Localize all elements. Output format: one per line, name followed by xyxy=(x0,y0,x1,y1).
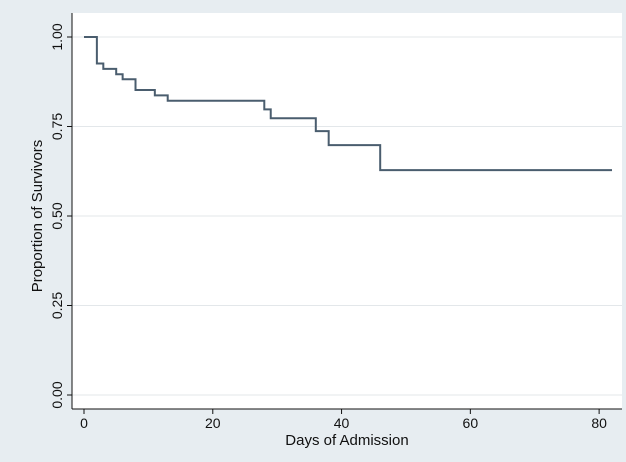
y-tick-label: 0.50 xyxy=(49,202,65,229)
plot-area xyxy=(72,13,622,409)
y-tick-label: 0.75 xyxy=(49,113,65,140)
survival-curve xyxy=(84,36,612,172)
tick-marks: 0.00 0.25 0.50 0.75 1.00 0 20 40 60 80 xyxy=(49,23,607,431)
x-tick-label: 60 xyxy=(463,415,479,431)
axes xyxy=(71,13,622,410)
x-axis-title: Days of Admission xyxy=(285,432,408,449)
y-tick-label: 0.25 xyxy=(49,292,65,319)
grid-lines xyxy=(72,36,622,396)
y-tick-label: 0.00 xyxy=(49,381,65,408)
x-tick-label: 0 xyxy=(80,415,88,431)
y-tick-label: 1.00 xyxy=(49,23,65,50)
series-layer xyxy=(83,36,613,172)
x-tick-label: 40 xyxy=(334,415,350,431)
x-tick-label: 20 xyxy=(205,415,221,431)
y-axis-title: Proportion of Survivors xyxy=(29,140,46,293)
x-tick-label: 80 xyxy=(591,415,607,431)
